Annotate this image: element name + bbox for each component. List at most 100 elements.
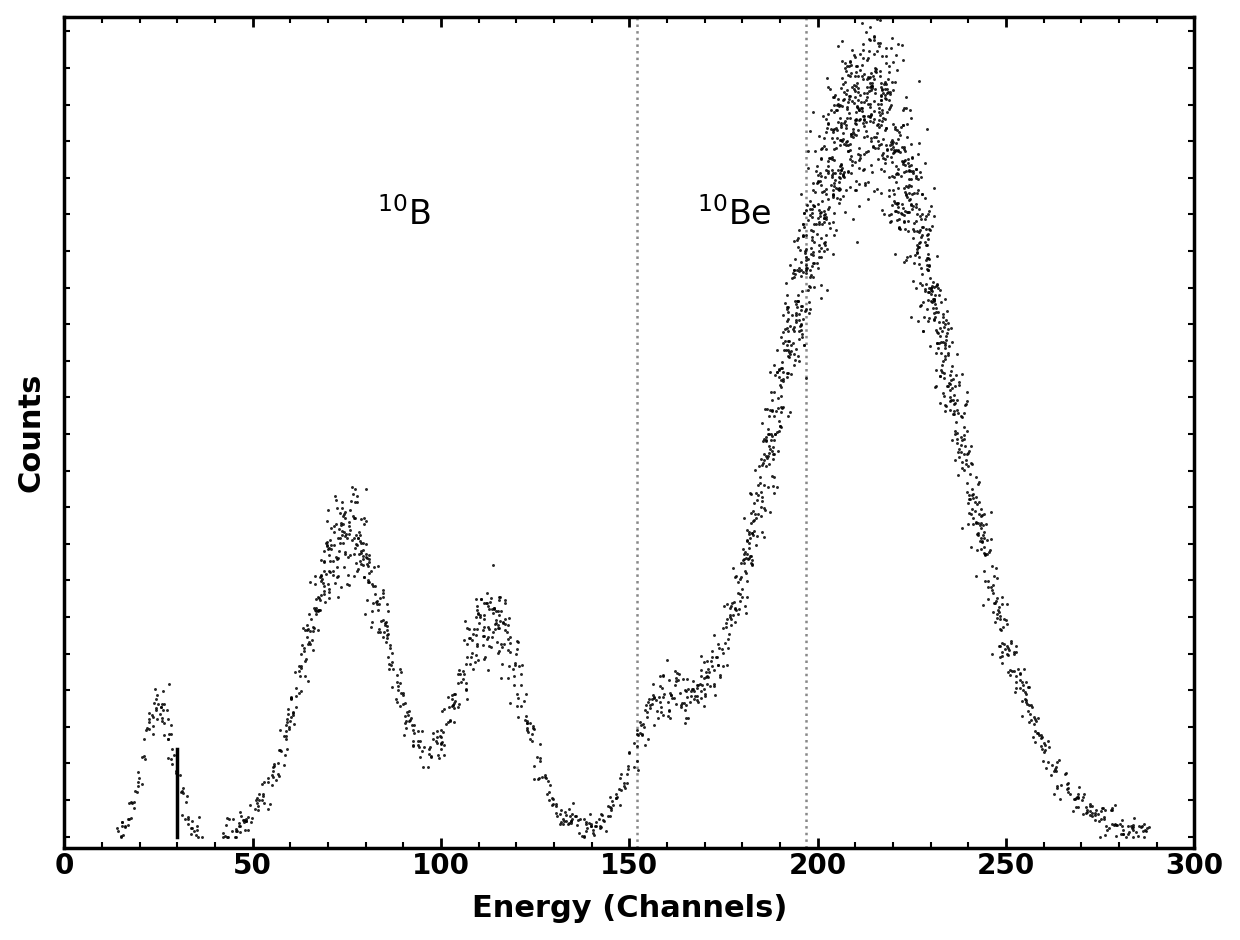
Point bbox=[754, 431, 774, 446]
Point bbox=[774, 400, 794, 415]
Point bbox=[119, 796, 139, 811]
Point bbox=[742, 525, 761, 540]
Point bbox=[916, 221, 936, 236]
Point bbox=[370, 625, 389, 640]
Point bbox=[868, 134, 888, 149]
Point bbox=[981, 532, 1001, 547]
Point bbox=[791, 317, 811, 332]
Point bbox=[906, 242, 926, 257]
Point bbox=[832, 160, 852, 175]
Point bbox=[915, 212, 935, 227]
Point bbox=[606, 791, 626, 806]
Point bbox=[975, 546, 994, 561]
Point bbox=[872, 105, 892, 120]
Point bbox=[568, 812, 588, 827]
Point bbox=[940, 376, 960, 391]
Point bbox=[831, 110, 851, 125]
Point bbox=[242, 815, 262, 830]
Point bbox=[761, 427, 781, 442]
Point bbox=[763, 403, 782, 418]
Point bbox=[867, 118, 887, 133]
Point bbox=[467, 621, 487, 636]
Point bbox=[236, 813, 255, 828]
Point bbox=[713, 645, 733, 660]
Point bbox=[971, 501, 991, 516]
Point bbox=[894, 164, 914, 180]
Point bbox=[277, 717, 296, 732]
Point bbox=[466, 628, 486, 643]
Point bbox=[818, 164, 838, 179]
Point bbox=[833, 77, 853, 92]
Point bbox=[913, 323, 932, 338]
Point bbox=[285, 699, 305, 714]
Point bbox=[898, 224, 918, 239]
Point bbox=[810, 209, 830, 224]
Point bbox=[883, 83, 903, 98]
Point bbox=[854, 147, 874, 162]
Point bbox=[339, 577, 358, 592]
Point bbox=[522, 733, 542, 748]
Point bbox=[734, 552, 754, 567]
Point bbox=[370, 621, 389, 636]
Point bbox=[474, 622, 494, 637]
Point bbox=[846, 50, 866, 65]
Point bbox=[883, 74, 903, 89]
Point bbox=[892, 169, 911, 184]
Point bbox=[558, 817, 578, 832]
Point bbox=[157, 731, 177, 746]
Point bbox=[507, 698, 527, 713]
Point bbox=[694, 698, 714, 713]
Point bbox=[677, 689, 697, 704]
Point bbox=[1076, 800, 1096, 815]
Point bbox=[771, 361, 791, 376]
Point bbox=[828, 115, 848, 130]
Point bbox=[973, 598, 993, 613]
Point bbox=[345, 540, 365, 556]
Point bbox=[771, 380, 791, 395]
Point bbox=[823, 124, 843, 139]
Point bbox=[343, 569, 363, 584]
Point bbox=[124, 794, 144, 809]
Point bbox=[1118, 826, 1138, 841]
Point bbox=[821, 121, 841, 136]
Point bbox=[1080, 803, 1100, 818]
Point bbox=[821, 102, 841, 118]
Point bbox=[321, 538, 341, 553]
Point bbox=[443, 697, 463, 713]
Point bbox=[808, 260, 828, 275]
Point bbox=[963, 517, 983, 532]
Point bbox=[1016, 674, 1035, 689]
Point bbox=[975, 525, 994, 540]
Point bbox=[929, 305, 949, 320]
Point bbox=[846, 69, 866, 84]
Point bbox=[835, 92, 854, 107]
Point bbox=[311, 573, 331, 588]
Point bbox=[1123, 818, 1143, 833]
Point bbox=[853, 103, 873, 118]
Point bbox=[755, 401, 775, 416]
Point bbox=[900, 164, 920, 179]
Point bbox=[154, 715, 174, 730]
Point bbox=[746, 486, 766, 501]
Point bbox=[853, 37, 873, 52]
Point bbox=[869, 101, 889, 116]
Point bbox=[490, 607, 510, 622]
Point bbox=[718, 632, 738, 647]
Point bbox=[1078, 805, 1097, 820]
Point bbox=[791, 186, 811, 201]
Point bbox=[600, 799, 620, 814]
Point bbox=[335, 528, 355, 543]
Point bbox=[918, 263, 937, 278]
Point bbox=[719, 627, 739, 642]
Point bbox=[704, 627, 724, 642]
Point bbox=[412, 724, 432, 739]
Point bbox=[923, 291, 942, 306]
Point bbox=[660, 702, 680, 717]
Point bbox=[884, 194, 904, 209]
Point bbox=[998, 648, 1018, 663]
Point bbox=[660, 686, 680, 701]
Point bbox=[644, 687, 663, 702]
Point bbox=[590, 819, 610, 834]
Point bbox=[897, 187, 916, 202]
Point bbox=[314, 555, 334, 570]
